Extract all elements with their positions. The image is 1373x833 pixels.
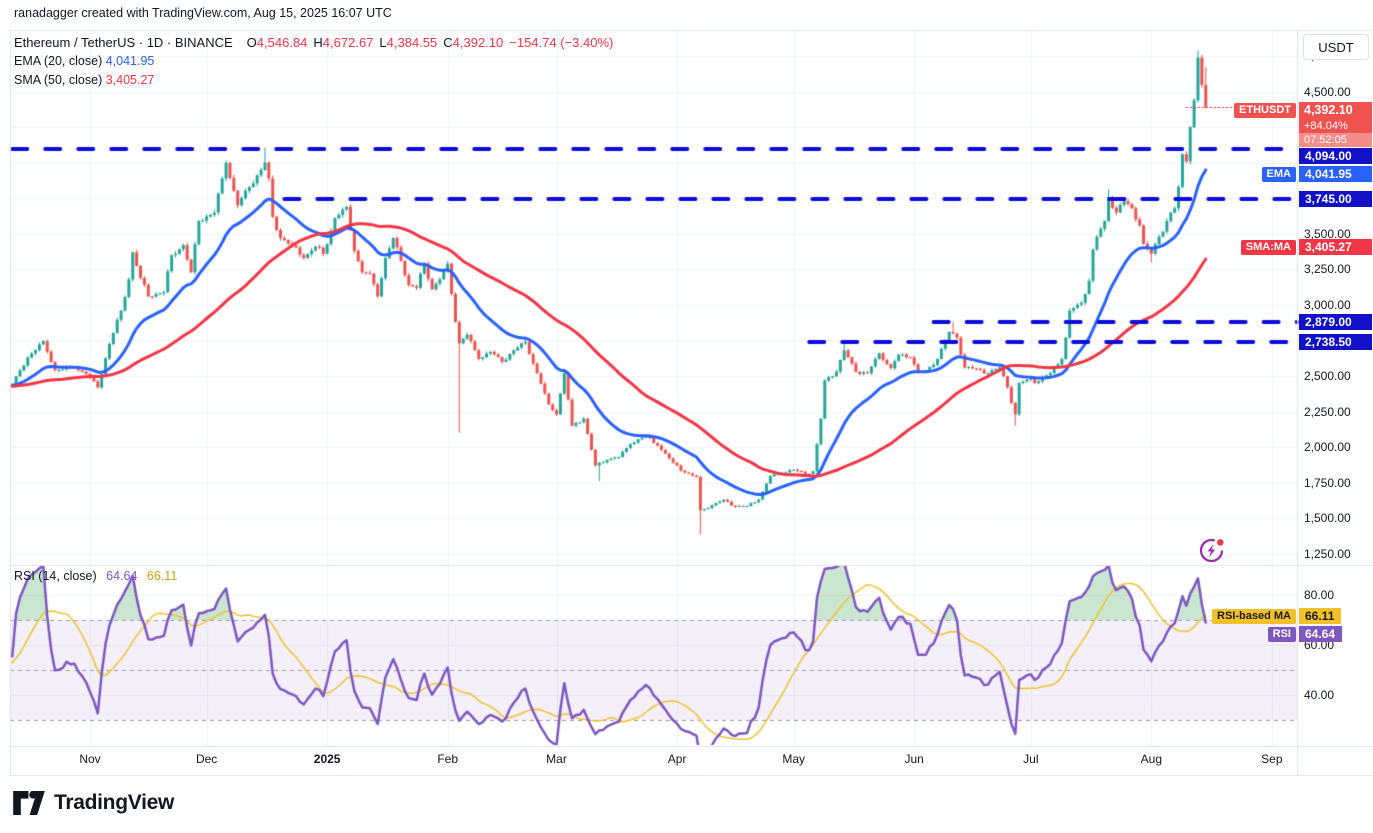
ema-label-chip: EMA — [1261, 167, 1296, 182]
level-price-badge: 2,879.00 — [1299, 314, 1372, 331]
low-label: L — [379, 35, 387, 50]
lightning-bolt-icon — [1207, 544, 1216, 558]
rsi-legend-label: RSI (14, close) — [14, 569, 97, 583]
ema-legend-row[interactable]: EMA (20, close) 4,041.95 — [14, 52, 613, 71]
ema-legend-value: 4,041.95 — [105, 54, 155, 68]
price-axis-label: 1,250.00 — [1304, 546, 1351, 561]
sma-legend-value: 3,405.27 — [105, 73, 155, 87]
time-axis-label: Jun — [904, 752, 924, 766]
open-label: O — [246, 35, 257, 50]
time-axis-label: Apr — [667, 752, 687, 766]
sma-legend-row[interactable]: SMA (50, close) 3,405.27 — [14, 71, 613, 90]
symbol-price-label-chip: ETHUSDT — [1234, 103, 1296, 118]
time-axis-label: May — [782, 752, 806, 766]
high-value: 4,672.67 — [322, 35, 374, 50]
rsi-value-badge: 64.64 — [1299, 626, 1343, 642]
rsi-ma-label-chip: RSI-based MA — [1212, 609, 1296, 624]
time-axis-label: 2025 — [313, 752, 341, 766]
price-axis-label: 3,000.00 — [1304, 297, 1351, 312]
time-axis-label: Dec — [195, 752, 218, 766]
sma-label-chip: SMA:MA — [1240, 240, 1296, 255]
flash-events-icon[interactable] — [1197, 535, 1227, 565]
time-axis-label: Aug — [1140, 752, 1163, 766]
price-axis-label: 1,750.00 — [1304, 475, 1351, 490]
low-value: 4,384.55 — [386, 35, 438, 50]
currency-toggle-button[interactable]: USDT — [1303, 34, 1369, 60]
rsi-axis-label: 80.00 — [1304, 588, 1335, 602]
rsi-ma-legend-value: 66.11 — [146, 569, 178, 583]
sma-legend-label: SMA (50, close) — [14, 73, 103, 87]
price-axis-label: 3,250.00 — [1304, 262, 1351, 277]
price-axis-label: 2,000.00 — [1304, 440, 1351, 455]
tradingview-wordmark: TradingView — [54, 791, 175, 814]
time-axis-label: Sep — [1261, 752, 1283, 766]
price-axis-label: 1,500.00 — [1304, 511, 1351, 526]
rsi-legend-row[interactable]: RSI (14, close) 64.64 66.11 — [14, 569, 177, 583]
level-price-badge: 2,738.50 — [1299, 334, 1372, 351]
symbol-title: Ethereum / TetherUS · 1D · BINANCE — [14, 35, 233, 50]
price-axis-label: 3,500.00 — [1304, 226, 1351, 241]
time-axis-label: Nov — [79, 752, 101, 766]
change-value: −154.74 (−3.40%) — [509, 35, 614, 50]
symbol-legend-row[interactable]: Ethereum / TetherUS · 1D · BINANCE O4,546… — [14, 33, 613, 52]
price-axis-label: 4,500.00 — [1304, 84, 1351, 99]
chart-legend: Ethereum / TetherUS · 1D · BINANCE O4,546… — [14, 33, 613, 90]
ema-value-badge: 4,041.95 — [1299, 166, 1372, 182]
last-price-badge: 4,392.10 +84.04% 07:52:05 — [1299, 102, 1372, 147]
rsi-label-chip: RSI — [1267, 627, 1296, 642]
rsi-ma-value-badge: 66.11 — [1299, 608, 1342, 624]
high-label: H — [313, 35, 323, 50]
notification-dot — [1217, 539, 1224, 546]
flash-circle — [1199, 538, 1224, 563]
last-price-change-pct: +84.04% — [1304, 120, 1348, 132]
price-axis-label: 2,250.00 — [1304, 404, 1351, 419]
last-price-value: 4,392.10 — [1304, 103, 1353, 117]
sma-value-badge: 3,405.27 — [1299, 239, 1372, 255]
attribution-text: ranadagger created with TradingView.com,… — [14, 6, 392, 20]
close-value: 4,392.10 — [452, 35, 504, 50]
open-value: 4,546.84 — [256, 35, 308, 50]
time-axis-label: Jul — [1023, 752, 1039, 766]
price-axis-label: 2,500.00 — [1304, 369, 1351, 383]
bar-countdown: 07:52:05 — [1299, 133, 1372, 147]
tradingview-logo[interactable]: TradingView — [13, 791, 174, 815]
level-price-badge: 4,094.00 — [1299, 148, 1372, 164]
rsi-legend-value: 64.64 — [106, 569, 138, 583]
ema-legend-label: EMA (20, close) — [14, 54, 103, 68]
close-label: C — [443, 35, 453, 50]
tradingview-logo-icon — [13, 791, 45, 815]
level-price-badge: 3,745.00 — [1299, 191, 1372, 208]
rsi-axis-label: 40.00 — [1304, 688, 1335, 702]
time-axis-label: Feb — [437, 752, 458, 766]
time-axis-label: Mar — [546, 752, 567, 766]
